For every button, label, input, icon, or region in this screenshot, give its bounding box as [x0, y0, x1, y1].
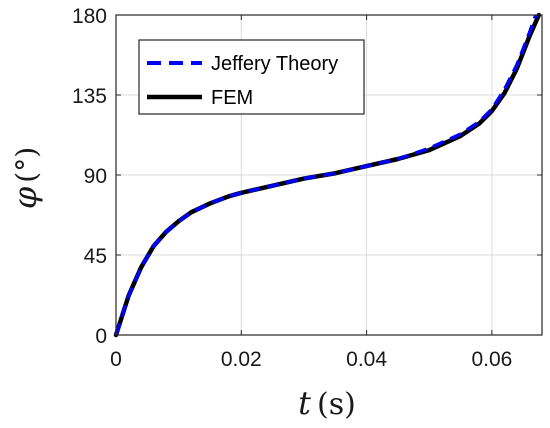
tick-labels: 0 0.02 0.04 0.06 0 45 90 135 180 [72, 5, 512, 371]
y-tick-label: 135 [72, 85, 107, 108]
x-tick-label: 0.02 [221, 348, 262, 371]
x-tick-label: 0.06 [471, 348, 512, 371]
x-axis-symbol: t [298, 384, 311, 422]
x-axis-title: t (s) [298, 384, 356, 422]
y-tick-label: 0 [95, 325, 107, 348]
x-tick-label: 0 [110, 348, 122, 371]
y-axis-title: φ (°) [6, 147, 44, 209]
legend-label-jeffery-theory: Jeffery Theory [211, 53, 338, 75]
legend-label-fem: FEM [211, 87, 253, 109]
x-tick-label: 0.04 [346, 348, 387, 371]
y-axis-symbol: φ [6, 186, 44, 209]
legend-box [138, 39, 365, 115]
legend: Jeffery Theory FEM [138, 39, 365, 115]
y-tick-label: 180 [72, 5, 107, 28]
series-line-jeffery-theory [114, 14, 538, 336]
y-tick-label: 45 [84, 245, 107, 268]
ticks [115, 14, 542, 336]
series-layer [113, 12, 542, 338]
y-axis-unit: (°) [10, 147, 43, 183]
y-tick-label: 90 [84, 165, 107, 188]
x-axis-unit: (s) [317, 387, 356, 422]
